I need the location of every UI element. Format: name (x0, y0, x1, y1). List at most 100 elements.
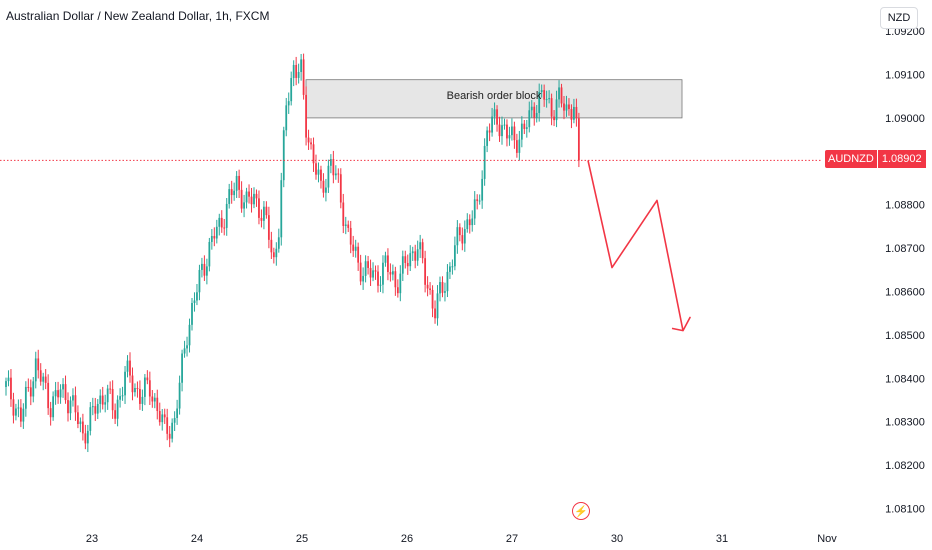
currency-button[interactable]: NZD (880, 7, 918, 29)
candle (466, 213, 469, 233)
candle-body (258, 198, 260, 218)
candle (186, 336, 188, 357)
candle-body (213, 236, 216, 239)
candle-body (282, 130, 285, 181)
lightning-icon[interactable]: ⚡ (572, 502, 590, 520)
candle (312, 137, 315, 172)
candle-body (506, 124, 508, 139)
candle (354, 239, 357, 258)
y-tick-label: 1.09000 (885, 113, 925, 125)
candle (297, 63, 300, 84)
candle (62, 378, 64, 398)
candle-body (139, 389, 141, 404)
candle-body (317, 169, 320, 175)
candle (424, 250, 427, 293)
candle-body (528, 110, 531, 128)
candle (235, 171, 238, 198)
candle-body (260, 217, 263, 221)
candle (72, 388, 74, 407)
candle (29, 379, 32, 406)
candle (69, 396, 72, 421)
candle-body (332, 159, 335, 176)
candle (24, 381, 27, 417)
candle-body (67, 400, 69, 414)
candle-body (292, 64, 295, 79)
candle (409, 245, 412, 272)
candle (210, 229, 213, 250)
projection-arrow (587, 160, 691, 332)
candle (364, 255, 367, 283)
candle (565, 95, 568, 117)
candle (37, 349, 40, 379)
candle (292, 60, 295, 87)
candle (91, 397, 94, 416)
candle-body (456, 227, 459, 246)
candle-body (89, 407, 92, 431)
candle (166, 408, 169, 441)
candle (205, 258, 208, 285)
candle-body (57, 390, 59, 398)
candle-body (111, 388, 114, 411)
candle-body (32, 381, 35, 397)
candle-body (535, 112, 538, 118)
candle (77, 405, 79, 429)
candle (260, 209, 263, 228)
candle (429, 282, 431, 295)
candle (126, 355, 129, 378)
candle (384, 251, 387, 267)
candle-body (565, 104, 568, 111)
candle-body (210, 236, 213, 242)
candle-body (312, 144, 315, 164)
candle-body (248, 191, 250, 197)
candle (570, 104, 573, 129)
candle-body (156, 397, 159, 412)
candle (255, 189, 258, 207)
candle-body (530, 106, 533, 111)
candle (515, 133, 518, 158)
candle-body (446, 271, 449, 292)
candle-body (94, 406, 97, 414)
candle (243, 194, 245, 218)
candle (329, 154, 332, 174)
candle (379, 276, 382, 292)
candle (573, 98, 575, 124)
candle-body (62, 384, 64, 390)
candle (528, 101, 531, 133)
candle-body (329, 159, 332, 166)
candle-body (34, 358, 37, 382)
candle (114, 403, 117, 425)
candle (334, 165, 337, 180)
candle (15, 403, 17, 421)
candle-body (369, 267, 372, 278)
candle-body (99, 395, 102, 404)
candle (282, 126, 285, 188)
candle-body (476, 199, 479, 201)
candle (54, 381, 57, 405)
candle-body (270, 239, 273, 253)
candle-body (429, 288, 431, 290)
candle (357, 242, 360, 271)
candle-body (491, 116, 493, 133)
candle-body (488, 130, 491, 133)
candle (540, 84, 543, 98)
candle-body (183, 348, 186, 354)
candle (285, 97, 288, 137)
candle-body (29, 387, 32, 397)
candle-body (15, 408, 17, 416)
x-tick-label: 23 (86, 533, 98, 545)
candle (444, 282, 446, 302)
candle (270, 231, 273, 259)
candle-body (69, 400, 72, 414)
y-tick-label: 1.09100 (885, 70, 925, 82)
candle (339, 168, 342, 209)
candle (553, 110, 555, 127)
candle-body (486, 130, 489, 146)
candle-body (471, 218, 474, 226)
x-tick-label: 25 (296, 533, 308, 545)
candle (468, 214, 471, 234)
candle (404, 250, 407, 269)
candle-body (178, 382, 181, 409)
candle-body (434, 308, 436, 319)
candle-body (387, 255, 389, 273)
